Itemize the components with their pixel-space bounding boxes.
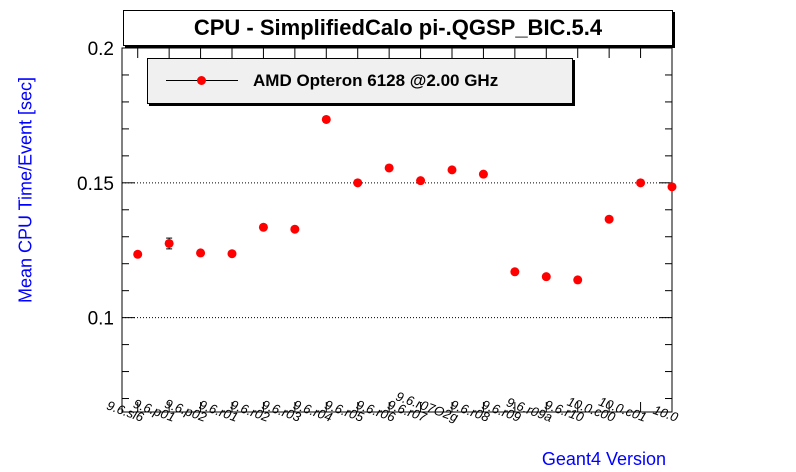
y-axis-title: Mean CPU Time/Event [sec] — [15, 76, 36, 304]
chart-title: CPU - SimplifiedCalo pi-.QGSP_BIC.5.4 — [193, 15, 603, 40]
y-tick-label: 0.15 — [77, 174, 114, 195]
data-point — [573, 275, 583, 285]
data-point — [227, 249, 237, 259]
y-axis-ticks: 0.1 0.15 0.2 — [77, 39, 672, 400]
data-point — [258, 222, 268, 232]
data-point — [667, 182, 677, 192]
data-point — [447, 165, 457, 175]
data-point — [196, 248, 206, 258]
x-tick-label: 10.0 — [651, 402, 681, 425]
data-point — [416, 176, 426, 186]
plot-frame — [121, 47, 673, 413]
data-point — [164, 238, 174, 248]
y-tick-label: 0.1 — [88, 309, 114, 330]
data-point — [636, 178, 646, 188]
data-point — [478, 169, 488, 179]
data-series — [133, 114, 677, 285]
data-point — [353, 178, 363, 188]
legend-dot-marker — [197, 76, 206, 85]
data-point — [541, 272, 551, 282]
x-axis-title: Geant4 Version — [541, 449, 666, 469]
data-point — [510, 267, 520, 277]
legend: AMD Opteron 6128 @2.00 GHz — [147, 58, 573, 104]
chart-title-box: CPU - SimplifiedCalo pi-.QGSP_BIC.5.4 — [123, 10, 673, 46]
y-tick-label: 0.2 — [88, 39, 114, 60]
data-point — [133, 249, 143, 259]
data-point — [290, 224, 300, 234]
data-point — [321, 114, 331, 124]
data-point — [384, 163, 394, 173]
data-point — [604, 214, 614, 224]
legend-label: AMD Opteron 6128 @2.00 GHz — [253, 71, 499, 90]
